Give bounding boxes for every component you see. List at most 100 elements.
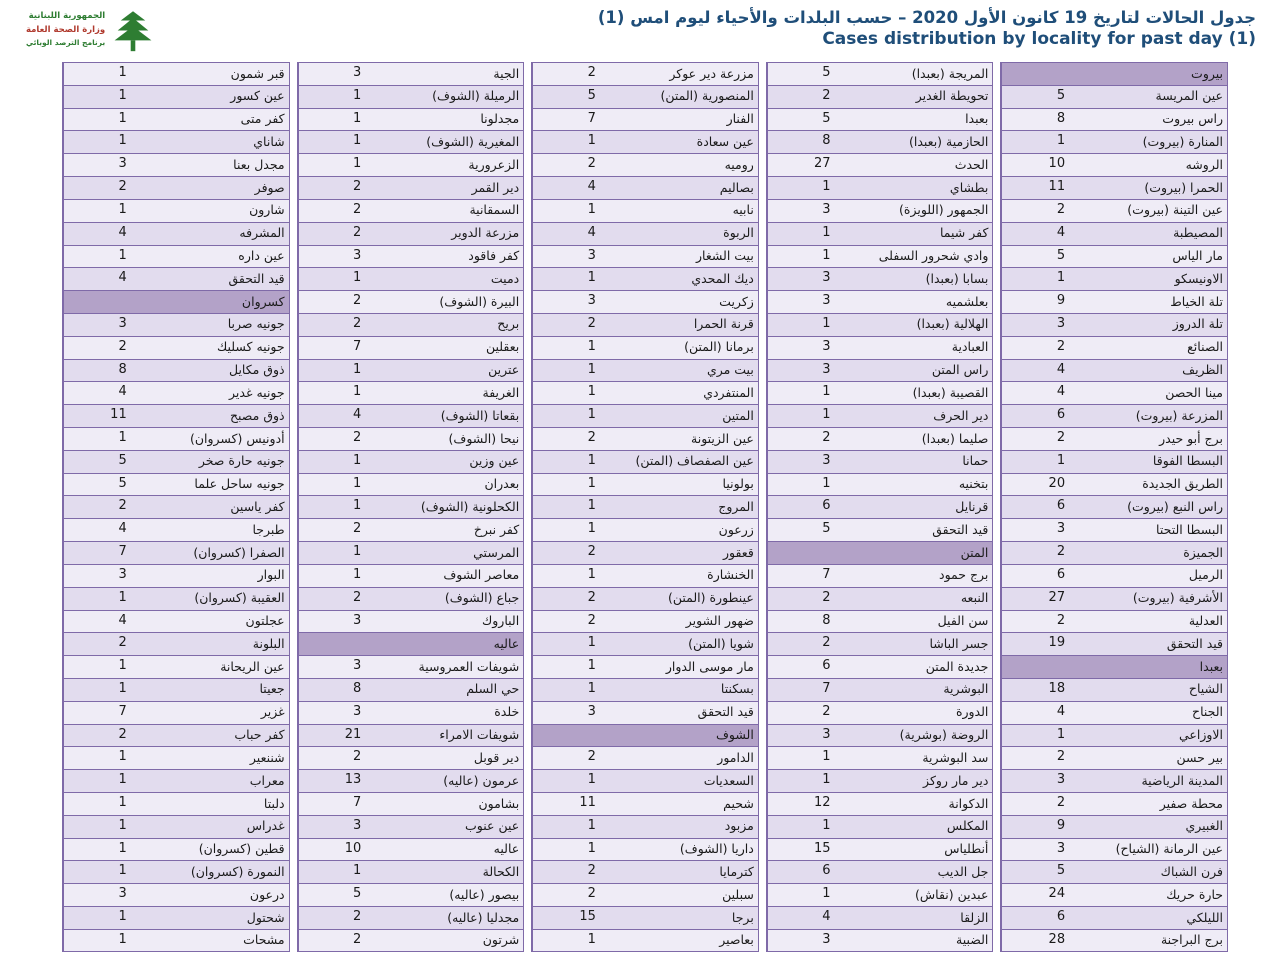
case-count: 21 <box>297 724 366 747</box>
locality-row: عين وزين 1 <box>296 449 525 473</box>
locality-row: بيت مري 1 <box>531 358 759 382</box>
locality-row: الروشه 10 <box>1000 153 1228 177</box>
locality-name: دميت <box>490 270 520 286</box>
case-count: 1 <box>532 199 600 222</box>
locality-row: فرن الشباك 5 <box>1000 860 1228 884</box>
locality-row: بصاليم 4 <box>531 176 759 199</box>
locality-name: نابيه <box>732 202 754 218</box>
case-count: 2 <box>766 633 835 656</box>
case-count: 5 <box>1001 245 1069 268</box>
locality-row: البوار 3 <box>62 563 290 587</box>
locality-row: صوفر 2 <box>62 176 290 199</box>
locality-row: راس النبع (بيروت) 6 <box>1000 495 1228 519</box>
case-count: 6 <box>766 861 835 884</box>
case-count: 4 <box>766 907 835 929</box>
locality-name: مزبود <box>724 818 754 834</box>
case-count: 6 <box>1001 907 1069 929</box>
case-count: 1 <box>297 382 366 405</box>
locality-name: داريا (الشوف) <box>679 841 754 857</box>
case-count: 3 <box>63 884 131 907</box>
locality-row: النمورة (كسروان) 1 <box>62 860 290 884</box>
case-count: 5 <box>532 85 600 108</box>
locality-name: ذوق مكايل <box>228 362 285 378</box>
case-count: 3 <box>532 701 600 724</box>
locality-row: ذوق مكايل 8 <box>62 358 290 382</box>
case-count: 2 <box>63 336 131 359</box>
locality-row: المرستي 1 <box>296 541 525 564</box>
locality-row: صليما (بعبدا) 2 <box>765 427 994 450</box>
locality-name: جونيه غدير <box>229 384 285 400</box>
locality-name: ضهور الشوير <box>685 613 754 628</box>
case-count: 11 <box>63 405 131 427</box>
locality-row: عين المريسة 5 <box>1000 84 1228 108</box>
case-count: 3 <box>297 656 366 678</box>
locality-row: بيصور (عاليه) 5 <box>296 883 525 907</box>
locality-name: بطشاي <box>949 179 989 195</box>
locality-name: الكحالة <box>482 863 520 879</box>
locality-name: بصاليم <box>719 179 754 195</box>
case-count: 3 <box>1001 313 1069 336</box>
locality-name: بعدران <box>484 476 520 492</box>
case-count: 4 <box>1001 701 1069 724</box>
case-count: 1 <box>532 405 600 427</box>
locality-row: الزعرورية 1 <box>296 153 525 177</box>
case-count: 1 <box>532 633 600 656</box>
case-count: 1 <box>297 359 366 382</box>
case-count: 13 <box>297 770 366 792</box>
case-count: 2 <box>297 519 366 542</box>
locality-row: تحويطة الغدير 2 <box>765 84 994 108</box>
case-count: 1 <box>63 85 131 108</box>
locality-name: زكريت <box>719 293 754 309</box>
locality-name: راس بيروت <box>1162 111 1223 127</box>
logo-line-program: برنامج الترصد الوبائي <box>26 38 106 48</box>
case-count: 8 <box>766 610 835 633</box>
locality-name: كفر متى <box>240 111 285 127</box>
locality-row: زكريت 3 <box>531 290 759 313</box>
locality-row: شاناي 1 <box>62 130 290 154</box>
locality-row: شننعير 1 <box>62 746 290 770</box>
case-count: 8 <box>63 359 131 382</box>
locality-name: المنصورية (المتن) <box>660 88 754 104</box>
locality-name: الربوة <box>723 225 754 241</box>
case-count: 1 <box>297 496 366 519</box>
case-count: 1 <box>63 245 131 268</box>
case-count: 1 <box>1001 131 1069 154</box>
case-count: 3 <box>1001 770 1069 792</box>
locality-name: صوفر <box>254 179 285 195</box>
locality-name: خلدة <box>494 704 520 720</box>
locality-name: عترين <box>488 362 520 378</box>
locality-row: بعقلين 7 <box>296 335 525 359</box>
case-count: 3 <box>766 929 835 951</box>
locality-row: حي السلم 8 <box>296 677 525 701</box>
locality-row: العدلية 2 <box>1000 609 1228 633</box>
case-count <box>532 724 600 747</box>
locality-name: عين التينة (بيروت) <box>1127 202 1223 218</box>
locality-name: الجناح <box>1192 704 1223 720</box>
locality-name: السعديات <box>703 772 754 788</box>
locality-name: جل الديب <box>937 863 989 879</box>
locality-row: دير مار روكز 1 <box>765 769 994 792</box>
locality-row: المصيطبة 4 <box>1000 221 1228 245</box>
locality-name: الضبية <box>956 932 989 948</box>
locality-row: العبادية 3 <box>765 335 994 359</box>
locality-row: جونيه صربا 3 <box>62 312 290 336</box>
locality-row: بطشاي 1 <box>765 176 994 199</box>
case-count <box>63 291 131 313</box>
locality-name: الظريف <box>1182 362 1223 378</box>
locality-name: معراب <box>249 772 285 788</box>
locality-name: مشحات <box>243 932 285 948</box>
locality-row: كفر متى 1 <box>62 107 290 131</box>
case-count: 19 <box>1001 633 1069 656</box>
locality-name: البوشرية <box>943 681 989 697</box>
case-count: 2 <box>63 633 131 656</box>
case-count: 2 <box>297 313 366 336</box>
locality-name: برجا <box>731 909 754 925</box>
locality-name: راس المتن <box>931 362 989 378</box>
case-count: 2 <box>63 177 131 199</box>
locality-row: عين كسور 1 <box>62 84 290 108</box>
locality-name: بعاصير <box>719 932 754 948</box>
locality-row: مزرعة الدوير 2 <box>296 221 525 245</box>
locality-row: برمانا (المتن) 1 <box>531 335 759 359</box>
locality-name: عينطورة (المتن) <box>667 590 754 606</box>
case-count: 1 <box>1001 450 1069 473</box>
